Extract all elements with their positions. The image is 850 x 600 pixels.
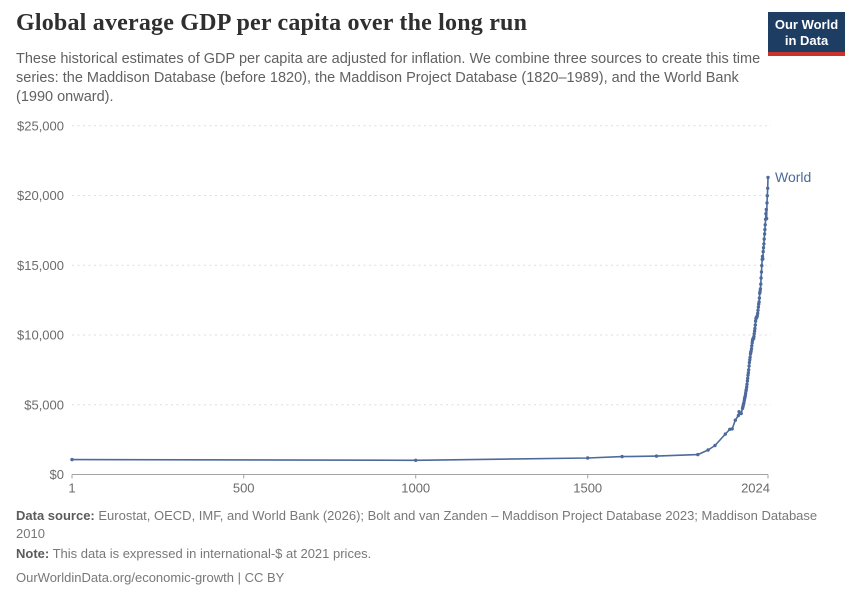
x-tick-label: 500 [233, 481, 255, 496]
data-point [757, 296, 762, 300]
data-point [748, 355, 752, 359]
data-point [766, 175, 770, 180]
data-point [654, 454, 659, 458]
owid-logo-line2: in Data [784, 33, 829, 48]
chart-title: Global average GDP per capita over the l… [16, 10, 528, 36]
data-point [723, 432, 727, 436]
y-tick-label: $10,000 [17, 328, 64, 343]
data-point [743, 391, 748, 396]
data-point [706, 448, 710, 452]
data-point [760, 254, 765, 259]
data-point [414, 458, 418, 462]
data-point [753, 323, 757, 327]
data-source-label: Data source: [16, 508, 95, 523]
note-text: This data is expressed in international-… [52, 546, 372, 561]
data-point [733, 418, 737, 422]
data-point [757, 300, 761, 304]
data-point [696, 452, 700, 457]
data-point [620, 454, 624, 459]
y-tick-label: $5,000 [24, 397, 64, 412]
data-point [736, 413, 741, 418]
data-point [753, 319, 758, 323]
note-label: Note: [16, 546, 50, 561]
chart-footer: Data source: Eurostat, OECD, IMF, and Wo… [16, 507, 828, 589]
data-point [586, 456, 590, 460]
data-point [761, 257, 765, 261]
data-point [765, 201, 769, 205]
data-point [764, 216, 769, 221]
chart-subtitle: These historical estimates of GDP per ca… [16, 51, 761, 105]
data-point [759, 282, 763, 286]
data-point [762, 242, 766, 246]
data-point [759, 276, 763, 280]
data-point [764, 212, 768, 216]
owid-logo[interactable]: Our World in Data [768, 12, 845, 56]
data-point [730, 427, 734, 431]
data-point [748, 358, 752, 362]
data-point [752, 332, 756, 336]
data-point [763, 223, 767, 227]
data-point [752, 329, 757, 333]
data-point [764, 207, 768, 212]
citation-link[interactable]: OurWorldinData.org/economic-growth [16, 569, 234, 585]
data-source-line: Data source: Eurostat, OECD, IMF, and Wo… [16, 507, 828, 542]
x-tick-label: 2024 [741, 481, 770, 496]
data-point [746, 373, 750, 377]
data-point [756, 311, 760, 315]
data-point [756, 308, 760, 312]
data-point [761, 246, 766, 250]
data-point [745, 382, 749, 386]
world-line[interactable] [71, 176, 769, 462]
x-tick-label: 1000 [401, 481, 430, 496]
data-point [763, 227, 767, 232]
data-point [761, 249, 765, 254]
x-tick-label: 1 [68, 481, 75, 496]
y-tick-label: $15,000 [17, 258, 64, 273]
data-point [745, 379, 750, 383]
data-point [70, 457, 74, 462]
data-point [760, 263, 764, 268]
data-point [765, 194, 769, 198]
data-point [762, 232, 767, 236]
data-point [766, 186, 770, 190]
data-point [713, 443, 717, 448]
data-point [749, 347, 754, 351]
license-label: | CC BY [237, 569, 285, 585]
data-point [750, 344, 754, 348]
data-point [762, 237, 766, 241]
owid-logo-line1: Our World [774, 17, 839, 32]
data-point [759, 270, 764, 274]
data-point [745, 385, 749, 389]
data-point [758, 287, 763, 291]
data-point [747, 368, 751, 372]
x-tick-label: 1500 [573, 481, 602, 496]
data-point [746, 376, 750, 380]
data-point [739, 411, 743, 416]
data-point [747, 360, 752, 365]
data-point [756, 305, 761, 309]
data-source-text: Eurostat, OECD, IMF, and World Bank (202… [16, 508, 818, 541]
data-point [753, 326, 757, 331]
data-point [752, 334, 756, 339]
y-tick-label: $20,000 [17, 188, 64, 203]
citation-line: OurWorldinData.org/economic-growth | CC … [16, 569, 828, 587]
data-point [746, 371, 751, 375]
y-tick-label: $25,000 [17, 118, 64, 133]
y-tick-label: $0 [50, 467, 64, 482]
note-line: Note: This data is expressed in internat… [16, 545, 828, 563]
series-label: World [775, 169, 811, 185]
data-point [747, 364, 751, 368]
